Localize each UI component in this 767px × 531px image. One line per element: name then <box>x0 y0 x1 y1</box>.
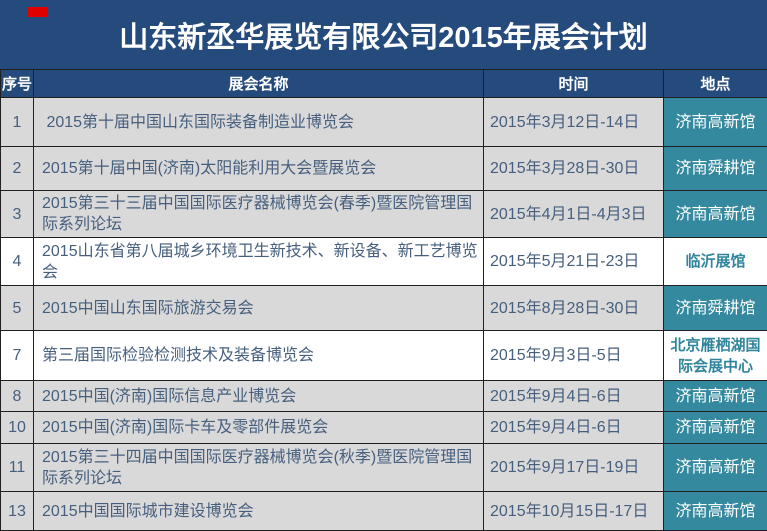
row-number: 1 <box>1 98 34 147</box>
row-number: 7 <box>1 331 34 381</box>
column-header-time: 时间 <box>484 70 664 98</box>
row-number: 4 <box>1 238 34 286</box>
exhibition-name: 2015第三十四届中国国际医疗器械博览会(秋季)暨医院管理国际系列论坛 <box>34 444 484 492</box>
exhibition-schedule-table: 序号 展会名称 时间 地点 1 2015第十届中国山东国际装备制造业博览会 20… <box>0 69 767 531</box>
exhibition-time: 2015年10月15日-17日 <box>484 492 664 531</box>
row-number: 10 <box>1 412 34 444</box>
exhibition-venue: 济南高新馆 <box>664 444 767 492</box>
exhibition-venue: 济南高新馆 <box>664 412 767 444</box>
exhibition-time: 2015年9月3日-5日 <box>484 331 664 381</box>
exhibition-time: 2015年9月4日-6日 <box>484 412 664 444</box>
table-row: 10 2015中国(济南)国际卡车及零部件展览会 2015年9月4日-6日 济南… <box>1 412 767 444</box>
exhibition-name: 2015中国(济南)国际卡车及零部件展览会 <box>34 412 484 444</box>
row-number: 2 <box>1 147 34 191</box>
exhibition-name: 2015中国山东国际旅游交易会 <box>34 286 484 331</box>
exhibition-time: 2015年3月12日-14日 <box>484 98 664 147</box>
exhibition-venue: 济南高新馆 <box>664 492 767 531</box>
title-bar: 山东新丞华展览有限公司2015年展会计划 <box>0 0 767 69</box>
table-row: 3 2015第三十三届中国国际医疗器械博览会(春季)暨医院管理国际系列论坛 20… <box>1 191 767 238</box>
row-number: 5 <box>1 286 34 331</box>
exhibition-venue: 济南舜耕馆 <box>664 286 767 331</box>
exhibition-venue: 济南舜耕馆 <box>664 147 767 191</box>
column-header-name: 展会名称 <box>34 70 484 98</box>
red-marker-icon <box>28 7 48 17</box>
exhibition-name: 2015中国(济南)国际信息产业博览会 <box>34 381 484 412</box>
exhibition-venue: 北京雁栖湖国际会展中心 <box>664 331 767 381</box>
column-header-venue: 地点 <box>664 70 767 98</box>
row-number: 13 <box>1 492 34 531</box>
table-row: 2 2015第十届中国(济南)太阳能利用大会暨展览会 2015年3月28日-30… <box>1 147 767 191</box>
exhibition-name: 2015第十届中国山东国际装备制造业博览会 <box>34 98 484 147</box>
table-header-row: 序号 展会名称 时间 地点 <box>1 70 767 98</box>
page-title: 山东新丞华展览有限公司2015年展会计划 <box>119 14 648 56</box>
column-header-no: 序号 <box>1 70 34 98</box>
table-row: 7 第三届国际检验检测技术及装备博览会 2015年9月3日-5日 北京雁栖湖国际… <box>1 331 767 381</box>
exhibition-name: 第三届国际检验检测技术及装备博览会 <box>34 331 484 381</box>
row-number: 8 <box>1 381 34 412</box>
exhibition-venue: 济南高新馆 <box>664 98 767 147</box>
exhibition-venue: 济南高新馆 <box>664 191 767 238</box>
exhibition-venue: 济南高新馆 <box>664 381 767 412</box>
table-row: 5 2015中国山东国际旅游交易会 2015年8月28日-30日 济南舜耕馆 <box>1 286 767 331</box>
exhibition-name: 2015山东省第八届城乡环境卫生新技术、新设备、新工艺博览会 <box>34 238 484 286</box>
row-number: 3 <box>1 191 34 238</box>
exhibition-venue: 临沂展馆 <box>664 238 767 286</box>
exhibition-name: 2015第十届中国(济南)太阳能利用大会暨展览会 <box>34 147 484 191</box>
table-row: 4 2015山东省第八届城乡环境卫生新技术、新设备、新工艺博览会 2015年5月… <box>1 238 767 286</box>
exhibition-time: 2015年8月28日-30日 <box>484 286 664 331</box>
exhibition-time: 2015年5月21日-23日 <box>484 238 664 286</box>
table-row: 8 2015中国(济南)国际信息产业博览会 2015年9月4日-6日 济南高新馆 <box>1 381 767 412</box>
table-row: 11 2015第三十四届中国国际医疗器械博览会(秋季)暨医院管理国际系列论坛 2… <box>1 444 767 492</box>
row-number: 11 <box>1 444 34 492</box>
exhibition-name: 2015中国国际城市建设博览会 <box>34 492 484 531</box>
exhibition-time: 2015年9月4日-6日 <box>484 381 664 412</box>
exhibition-time: 2015年9月17日-19日 <box>484 444 664 492</box>
exhibition-time: 2015年3月28日-30日 <box>484 147 664 191</box>
exhibition-time: 2015年4月1日-4月3日 <box>484 191 664 238</box>
exhibition-name: 2015第三十三届中国国际医疗器械博览会(春季)暨医院管理国际系列论坛 <box>34 191 484 238</box>
table-row: 1 2015第十届中国山东国际装备制造业博览会 2015年3月12日-14日 济… <box>1 98 767 147</box>
table-row: 13 2015中国国际城市建设博览会 2015年10月15日-17日 济南高新馆 <box>1 492 767 531</box>
